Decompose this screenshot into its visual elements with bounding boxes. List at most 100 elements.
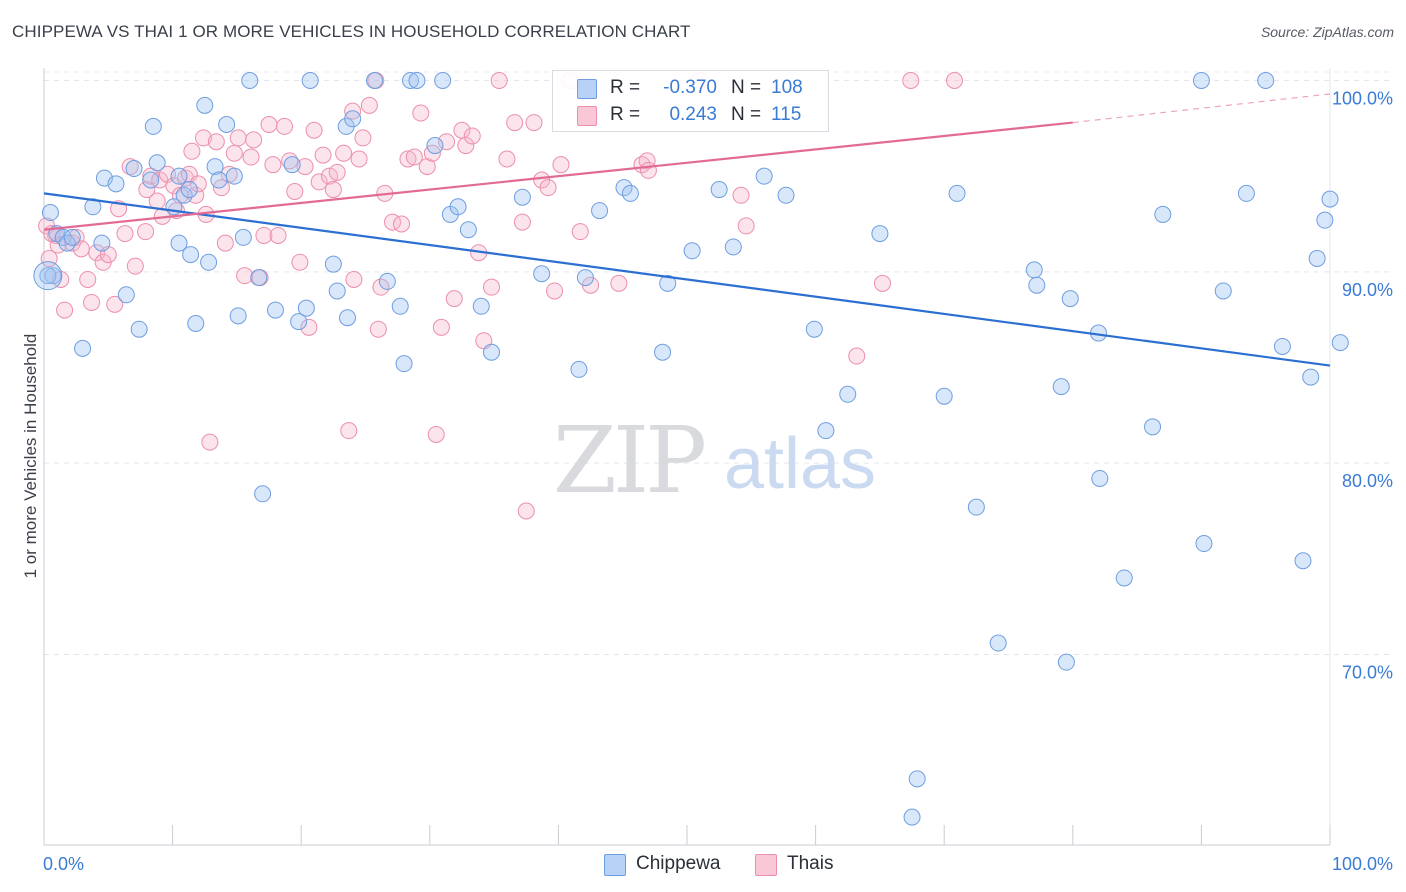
thais-point (180, 165, 198, 183)
thais-point (225, 144, 243, 162)
chippewa-point (241, 72, 259, 89)
chippewa-point (84, 198, 102, 216)
chippewa-point (130, 320, 148, 338)
chippewa-point (1052, 378, 1070, 396)
thais-point (427, 425, 445, 443)
thais-point (737, 217, 755, 235)
chippewa-point (533, 265, 551, 283)
chippewa-trend-line (43, 192, 1331, 367)
chippewa-legend-swatch (604, 854, 626, 876)
chippewa-point (1025, 261, 1043, 279)
thais-point (126, 257, 144, 275)
thais-points (38, 72, 963, 520)
thais-point (546, 282, 564, 300)
chippewa-point (1302, 368, 1320, 386)
thais-point (490, 72, 508, 89)
thais-point (137, 223, 155, 241)
axes (43, 68, 1331, 846)
thais-point (138, 181, 156, 199)
y-tick-label: 100.0% (1332, 89, 1393, 109)
chippewa-point (1257, 72, 1275, 89)
thais-point (183, 142, 201, 160)
thais-point (552, 156, 570, 174)
chippewa-point (683, 242, 701, 260)
x-tick-labels: 0.0% 100.0% (43, 854, 1393, 874)
trend-lines (43, 93, 1331, 367)
y-axis-label: 1 or more Vehicles in Household (21, 334, 40, 579)
chippewa-point (570, 360, 588, 378)
chippewa-point (908, 770, 926, 788)
chippewa-r-value: -0.370 (663, 77, 717, 98)
chippewa-point (117, 286, 135, 304)
chippewa-point (182, 246, 200, 264)
chippewa-point (196, 96, 214, 114)
chippewa-point (301, 72, 319, 89)
thais-point (275, 117, 293, 135)
thais-point (148, 192, 166, 210)
chippewa-point (434, 72, 452, 89)
thais-point (432, 318, 450, 336)
thais-point (314, 146, 332, 164)
thais-trend-extension (1072, 93, 1331, 124)
chippewa-point (903, 808, 921, 826)
chippewa-point (839, 385, 857, 403)
chippewa-swatch (577, 79, 597, 99)
y-tick-label: 70.0% (1342, 663, 1393, 683)
chart-title: CHIPPEWA VS THAI 1 OR MORE VEHICLES IN H… (12, 22, 691, 41)
source-label: Source: ZipAtlas.com (1260, 24, 1394, 40)
thais-trend-line (43, 121, 1073, 231)
chippewa-point (41, 204, 59, 222)
x-tick-label: 100.0% (1332, 854, 1393, 874)
thais-point (79, 270, 97, 288)
chippewa-point (328, 282, 346, 300)
thais-point (229, 129, 247, 147)
thais-point (291, 253, 309, 271)
thais-point (300, 318, 318, 336)
thais-point (335, 144, 353, 162)
thais-point (242, 148, 260, 166)
legend-row-chippewa: R = -0.370 N = 108 (553, 75, 828, 101)
thais-point (216, 234, 234, 252)
chippewa-point (297, 299, 315, 317)
legend-row-thais: R = 0.243 N = 115 (553, 102, 828, 128)
r-label: R = (610, 77, 641, 98)
thais-point (194, 129, 212, 147)
chippewa-point (576, 269, 594, 287)
chippewa-point (290, 313, 308, 331)
thais-point (610, 274, 628, 292)
chippewa-point (1192, 72, 1210, 89)
chippewa-point (1115, 569, 1133, 587)
chippewa-point (180, 181, 198, 199)
thais-point (83, 293, 101, 311)
chippewa-point (378, 272, 396, 290)
thais-point (116, 225, 134, 243)
thais-point (732, 186, 750, 204)
chippewa-point (1057, 653, 1075, 671)
thais-point (372, 278, 390, 296)
chippewa-point (805, 320, 823, 338)
chippewa-point (1144, 418, 1162, 436)
y-tick-label: 90.0% (1342, 280, 1393, 300)
chippewa-point (1273, 337, 1291, 355)
chippewa-point (144, 117, 162, 135)
thais-point (106, 295, 124, 313)
thais-point (848, 347, 866, 365)
thais-point (207, 133, 225, 151)
chippewa-point (1331, 334, 1349, 352)
chippewa-point (1195, 535, 1213, 553)
chippewa-point (1308, 249, 1326, 267)
thais-point (340, 422, 358, 440)
thais-point (639, 161, 657, 179)
chippewa-point (1237, 184, 1255, 202)
chippewa-point (426, 137, 444, 155)
n-label: N = (731, 77, 762, 98)
chippewa-point (170, 234, 188, 252)
thais-point (571, 223, 589, 241)
thais-point (517, 502, 535, 520)
thais-point (201, 433, 219, 451)
thais-point (457, 137, 475, 155)
chippewa-point (724, 238, 742, 256)
chippewa-point (755, 167, 773, 185)
thais-point (445, 290, 463, 308)
chippewa-point (621, 184, 639, 202)
